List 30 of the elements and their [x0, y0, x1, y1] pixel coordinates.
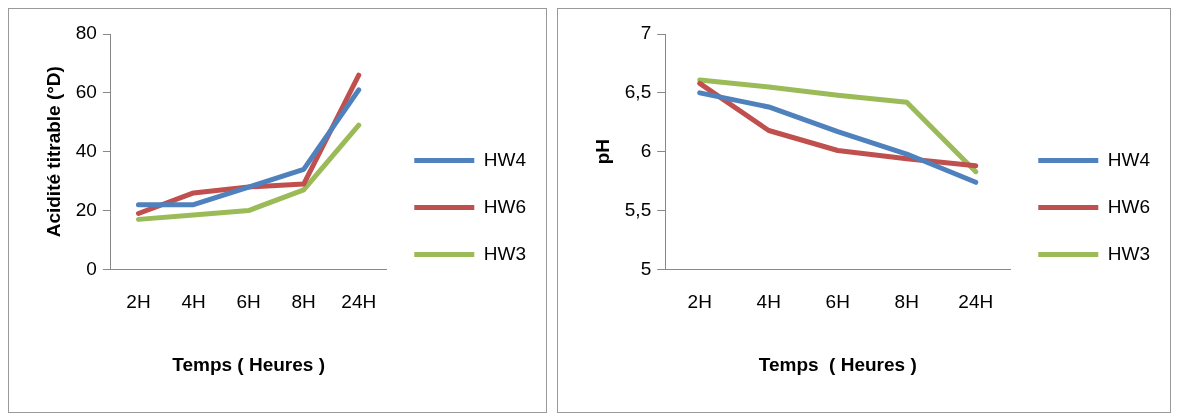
- y-tick-label: 5: [640, 257, 652, 279]
- legend-label: HW3: [483, 242, 527, 264]
- y-tick-label: 5,5: [624, 198, 652, 220]
- y-axis-title: pH: [591, 139, 613, 165]
- legend-label: HW6: [1107, 195, 1151, 217]
- x-tick-label: 24H: [341, 291, 377, 313]
- legend-label: HW3: [1107, 242, 1151, 264]
- x-tick-label: 4H: [756, 291, 781, 313]
- legend-label: HW6: [483, 195, 527, 217]
- y-tick-label: 40: [75, 139, 97, 161]
- x-tick-label: 2H: [126, 291, 151, 313]
- x-axis-title: Temps ( Heures ): [172, 353, 325, 375]
- x-tick-label: 24H: [958, 291, 994, 313]
- y-tick-label: 60: [75, 81, 97, 103]
- y-axis-title: Acidité titrable (°D): [42, 66, 64, 238]
- y-tick-label: 80: [75, 22, 97, 44]
- x-tick-label: 6H: [236, 291, 261, 313]
- x-tick-label: 6H: [825, 291, 850, 313]
- y-tick-label: 20: [75, 198, 97, 220]
- legend-label: HW4: [1107, 148, 1151, 170]
- y-tick-label: 0: [86, 257, 97, 279]
- legend-label: HW4: [483, 148, 527, 170]
- y-tick-label: 7: [640, 22, 652, 44]
- y-tick-label: 6: [640, 139, 652, 161]
- x-tick-label: 8H: [291, 291, 316, 313]
- x-tick-label: 2H: [687, 291, 712, 313]
- x-tick-label: 4H: [181, 291, 206, 313]
- x-axis-title: Temps ( Heures ): [758, 353, 917, 375]
- y-tick-label: 6,5: [624, 81, 652, 103]
- x-tick-label: 8H: [894, 291, 919, 313]
